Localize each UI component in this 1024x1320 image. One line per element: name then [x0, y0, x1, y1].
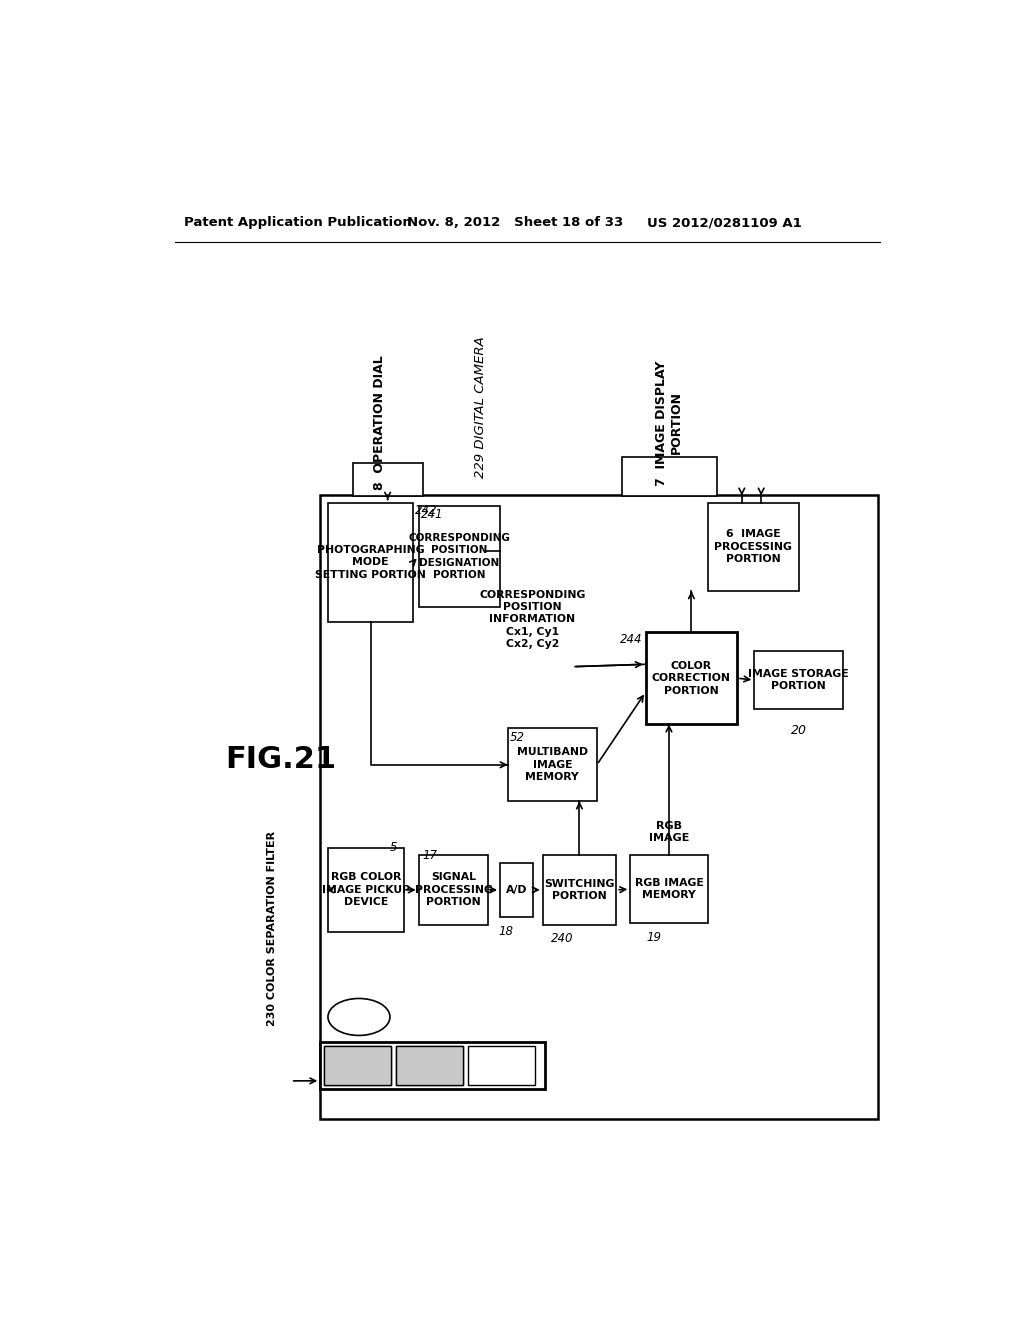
Text: 7  IMAGE DISPLAY
PORTION: 7 IMAGE DISPLAY PORTION	[655, 360, 683, 486]
Text: CORRESPONDING
POSITION
INFORMATION
Cx1, Cy1
Cx2, Cy2: CORRESPONDING POSITION INFORMATION Cx1, …	[479, 590, 586, 649]
Text: IMAGE STORAGE
PORTION: IMAGE STORAGE PORTION	[749, 669, 849, 692]
Bar	[325, 1047, 390, 1084]
Text: 19: 19	[646, 931, 660, 944]
Text: 17: 17	[423, 849, 437, 862]
Text: RGB
IMAGE: RGB IMAGE	[649, 821, 689, 843]
Text: MULTIBAND
IMAGE
MEMORY: MULTIBAND IMAGE MEMORY	[517, 747, 588, 783]
Text: Nov. 8, 2012   Sheet 18 of 33: Nov. 8, 2012 Sheet 18 of 33	[407, 216, 624, 230]
Text: 242: 242	[415, 504, 437, 517]
Text: RGB COLOR
IMAGE PICKUP
DEVICE: RGB COLOR IMAGE PICKUP DEVICE	[322, 873, 410, 907]
Text: 52: 52	[510, 730, 525, 743]
Bar	[321, 1043, 545, 1089]
Bar	[630, 855, 708, 923]
Text: CORRESPONDING
POSITION
DESIGNATION
PORTION: CORRESPONDING POSITION DESIGNATION PORTI…	[409, 533, 510, 579]
Bar	[396, 1047, 463, 1085]
Bar	[755, 651, 844, 709]
Bar	[708, 503, 799, 591]
Text: 6  IMAGE
PROCESSING
PORTION: 6 IMAGE PROCESSING PORTION	[715, 529, 793, 564]
Text: Patent Application Publication: Patent Application Publication	[183, 216, 412, 230]
Text: 8  OPERATION DIAL: 8 OPERATION DIAL	[374, 355, 386, 490]
Text: COLOR
CORRECTION
PORTION: COLOR CORRECTION PORTION	[652, 661, 731, 696]
Bar	[419, 855, 488, 924]
Text: PHOTOGRAPHING
MODE
SETTING PORTION: PHOTOGRAPHING MODE SETTING PORTION	[315, 545, 426, 579]
Text: 18: 18	[499, 924, 514, 937]
Text: 229 DIGITAL CAMERA: 229 DIGITAL CAMERA	[474, 337, 487, 478]
Bar	[543, 855, 616, 924]
Bar	[646, 632, 737, 725]
Bar	[468, 1047, 535, 1085]
Text: A/D: A/D	[506, 884, 527, 895]
Text: 20: 20	[791, 725, 807, 738]
Text: FIG.21: FIG.21	[225, 744, 336, 774]
Text: 240: 240	[551, 932, 573, 945]
Bar	[500, 863, 532, 917]
Text: 241: 241	[421, 508, 443, 521]
Bar	[324, 1047, 391, 1085]
Bar	[321, 495, 879, 1119]
Bar	[328, 503, 414, 622]
Text: 244: 244	[621, 634, 643, 647]
Text: 5: 5	[389, 841, 397, 854]
Bar	[419, 507, 500, 607]
Ellipse shape	[328, 998, 390, 1035]
Bar	[324, 1047, 391, 1085]
Text: SIGNAL
PROCESSING
PORTION: SIGNAL PROCESSING PORTION	[415, 873, 493, 907]
Bar	[352, 462, 423, 496]
Text: US 2012/0281109 A1: US 2012/0281109 A1	[647, 216, 802, 230]
Bar	[397, 1047, 462, 1084]
Bar	[623, 457, 717, 496]
Text: 230 COLOR SEPARATION FILTER: 230 COLOR SEPARATION FILTER	[267, 830, 278, 1026]
Bar	[328, 847, 403, 932]
Text: SWITCHING
PORTION: SWITCHING PORTION	[544, 879, 614, 902]
Bar	[508, 729, 597, 801]
Text: RGB IMAGE
MEMORY: RGB IMAGE MEMORY	[635, 878, 703, 900]
Bar	[396, 1047, 463, 1085]
